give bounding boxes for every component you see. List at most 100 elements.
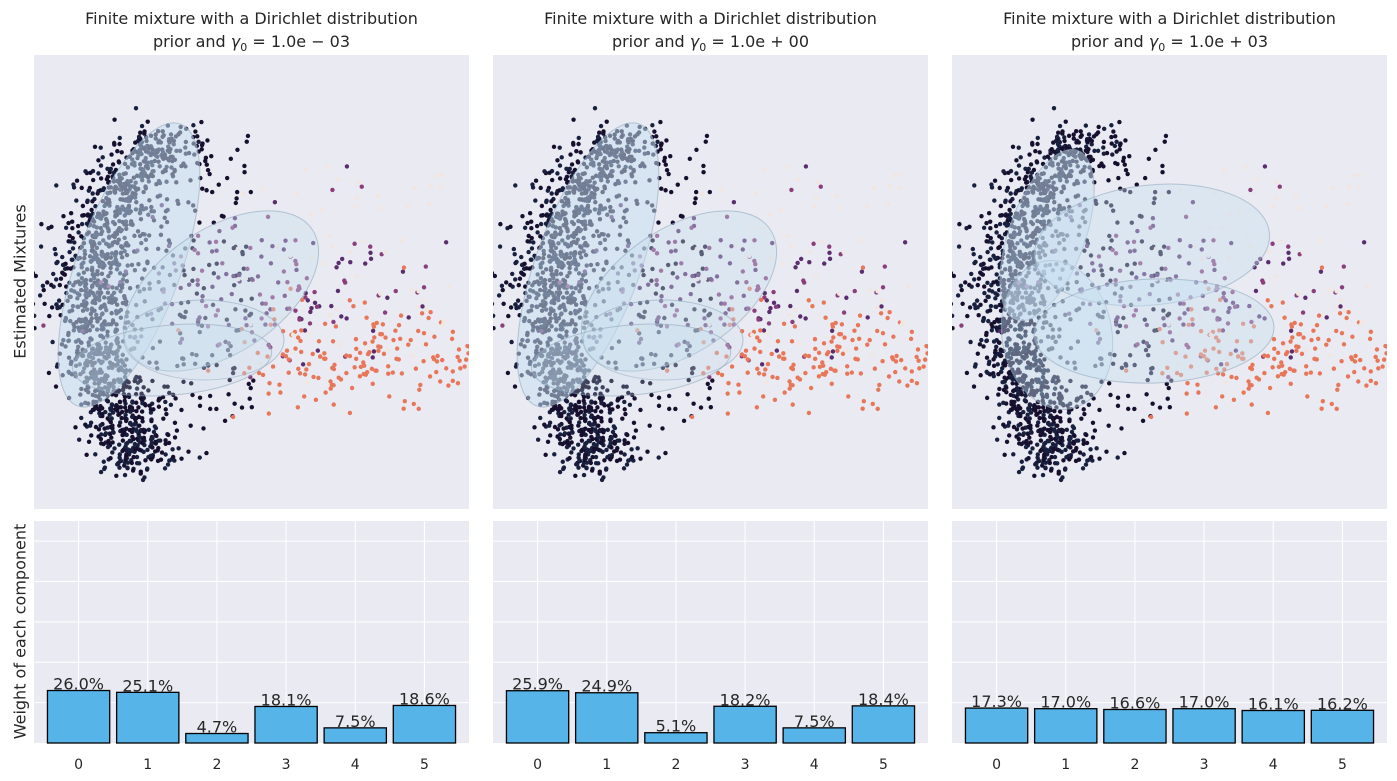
data-point [998, 353, 1003, 359]
data-point [405, 203, 411, 209]
data-point [260, 331, 266, 337]
data-point [201, 286, 207, 291]
data-point [994, 437, 1000, 442]
data-point [450, 369, 455, 374]
data-point [294, 267, 299, 273]
data-point [281, 247, 286, 252]
data-point [1086, 132, 1092, 137]
data-point [691, 216, 697, 221]
data-point [631, 435, 637, 440]
title-prefix: prior and [152, 32, 231, 51]
data-point [230, 225, 235, 230]
data-point [509, 339, 514, 345]
data-point [115, 408, 120, 413]
data-point [608, 457, 613, 462]
data-point [1034, 159, 1039, 164]
data-point [450, 329, 456, 335]
data-point [154, 360, 159, 365]
bar-value-label: 18.6% [399, 689, 450, 708]
data-point [137, 447, 142, 453]
x-tick-label: 2 [671, 757, 680, 773]
data-point [569, 440, 574, 445]
data-point [626, 458, 631, 463]
x-tick-label: 5 [420, 757, 429, 773]
data-point [1008, 199, 1013, 204]
data-point [427, 201, 432, 207]
data-point [387, 394, 392, 399]
data-point [127, 438, 132, 443]
data-point [122, 398, 127, 403]
data-point [416, 406, 421, 412]
data-point [1111, 129, 1116, 134]
data-point [85, 199, 90, 205]
data-point [1001, 326, 1007, 331]
data-point [73, 425, 78, 430]
data-point [813, 195, 819, 201]
data-point [110, 162, 116, 167]
gamma-subscript: 0 [699, 41, 707, 55]
data-point [658, 268, 664, 273]
data-point [197, 403, 203, 409]
data-point [747, 253, 752, 259]
data-point [393, 288, 398, 294]
data-point [505, 370, 511, 376]
x-tick-label: 3 [741, 757, 750, 773]
data-point [681, 418, 687, 424]
data-point [1026, 419, 1031, 425]
data-point [209, 353, 215, 358]
data-point [880, 330, 886, 336]
data-point [1040, 325, 1046, 330]
data-point [983, 298, 988, 304]
data-point [241, 191, 246, 197]
data-point [664, 368, 670, 373]
data-point [599, 401, 604, 406]
data-point [529, 246, 535, 251]
data-point [905, 284, 910, 290]
data-point [822, 261, 827, 266]
data-point [204, 162, 209, 167]
data-point [398, 313, 404, 318]
data-point [1057, 140, 1063, 145]
data-point [978, 302, 983, 307]
data-point [410, 352, 415, 358]
data-point [161, 416, 166, 421]
data-point [837, 205, 842, 211]
data-point [604, 447, 609, 453]
data-point [234, 196, 239, 201]
data-point [1010, 360, 1015, 365]
data-point [878, 311, 884, 316]
data-point [627, 402, 633, 408]
data-point [670, 271, 676, 276]
data-point [568, 402, 574, 407]
data-point [376, 348, 381, 354]
data-point [794, 288, 800, 294]
data-point [952, 273, 957, 279]
data-point [510, 284, 515, 289]
data-point [562, 431, 568, 436]
data-point [374, 368, 379, 373]
data-point [199, 147, 204, 152]
data-point [589, 400, 594, 405]
data-point [1042, 408, 1047, 414]
data-point [90, 191, 95, 196]
data-point [125, 465, 130, 470]
data-point [1005, 327, 1011, 333]
data-point [306, 331, 312, 336]
data-point [435, 353, 440, 359]
data-point [581, 472, 587, 478]
data-point [275, 244, 280, 249]
data-point [235, 246, 241, 251]
data-point [590, 454, 595, 460]
data-point [798, 256, 804, 262]
data-point [538, 221, 544, 227]
data-point [1004, 343, 1010, 348]
scatter-panel-0 [34, 55, 469, 509]
data-point [465, 343, 469, 349]
data-point [190, 278, 195, 283]
data-point [882, 264, 888, 269]
data-point [905, 383, 910, 388]
data-point [1025, 360, 1031, 365]
data-point [163, 452, 168, 457]
data-point [1004, 188, 1010, 193]
data-point [201, 426, 206, 431]
